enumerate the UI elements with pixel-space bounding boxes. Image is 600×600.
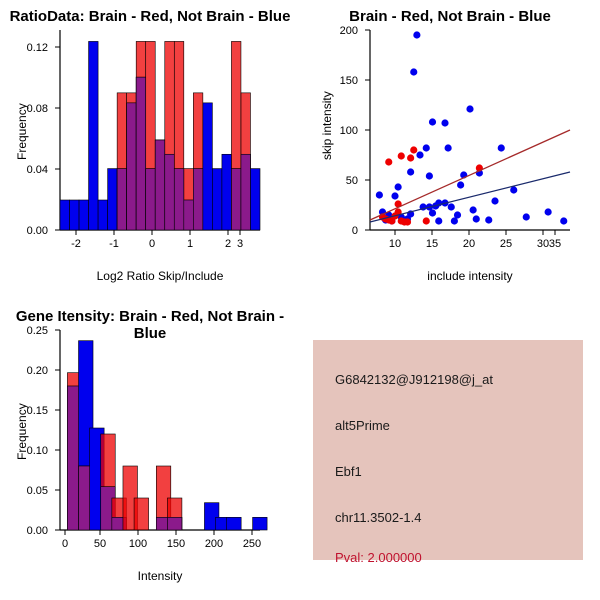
- gene-intensity-panel: Gene Itensity: Brain - Red, Not Brain - …: [0, 300, 300, 600]
- svg-text:0.05: 0.05: [27, 485, 48, 497]
- info-text-probe-id[interactable]: G6842132@J912198@j_at: [335, 372, 493, 387]
- svg-text:25: 25: [500, 238, 512, 250]
- svg-text:0.00: 0.00: [27, 225, 48, 237]
- svg-text:include intensity: include intensity: [427, 269, 512, 283]
- info-text-chr-location[interactable]: chr11.3502-1.4: [335, 510, 422, 525]
- info-text-alt5prime[interactable]: alt5Prime: [335, 418, 390, 433]
- ratio-histogram-yticks: [55, 47, 60, 230]
- ratio-histogram-panel: RatioData: Brain - Red, Not Brain - Blue…: [0, 0, 300, 300]
- svg-text:0.15: 0.15: [27, 405, 48, 417]
- info-panel: G6842132@J912198@j_at alt5Prime Ebf1 chr…: [300, 300, 600, 600]
- svg-text:100: 100: [129, 538, 147, 550]
- svg-text:30: 30: [537, 238, 549, 250]
- scatter-yticks: [365, 30, 370, 230]
- svg-text:-1: -1: [109, 238, 119, 250]
- svg-text:0: 0: [352, 225, 358, 237]
- svg-text:0.08: 0.08: [27, 103, 48, 115]
- scatter-points-blue[interactable]: [376, 31, 568, 224]
- svg-text:50: 50: [346, 175, 358, 187]
- scatter-panel: Brain - Red, Not Brain - Blue 0 50 100 1…: [300, 0, 600, 300]
- gene-intensity-svg: 0.00 0.05 0.10 0.15 0.20 0.25 0 50 100 1…: [0, 300, 300, 600]
- svg-text:0.20: 0.20: [27, 365, 48, 377]
- svg-text:1: 1: [187, 238, 193, 250]
- gene-intensity-bars: [67, 341, 267, 530]
- svg-text:0.10: 0.10: [27, 445, 48, 457]
- scatter-trendline-blue: [370, 172, 570, 222]
- scatter-svg: 0 50 100 150 200 10 15 20 25 30 35 inclu…: [300, 0, 600, 300]
- info-text-pval[interactable]: Pval: 2.000000: [335, 550, 422, 565]
- ratio-histogram-svg: 0.00 0.04 0.08 0.12 -2 -1 0 1 2 3 Log2 R…: [0, 0, 300, 300]
- svg-text:200: 200: [340, 25, 358, 37]
- svg-text:15: 15: [426, 238, 438, 250]
- info-text-gene-symbol[interactable]: Ebf1: [335, 464, 362, 479]
- svg-text:2: 2: [225, 238, 231, 250]
- ratio-histogram-bars: [60, 41, 260, 230]
- svg-text:0: 0: [149, 238, 155, 250]
- svg-text:0.25: 0.25: [27, 325, 48, 337]
- svg-text:0.12: 0.12: [27, 42, 48, 54]
- svg-text:0.04: 0.04: [27, 164, 48, 176]
- scatter-trendline-red: [370, 130, 570, 220]
- svg-text:150: 150: [167, 538, 185, 550]
- svg-text:35: 35: [549, 238, 561, 250]
- svg-text:50: 50: [94, 538, 106, 550]
- gene-intensity-xticks: [65, 530, 252, 535]
- scatter-xticks: [395, 230, 555, 235]
- svg-text:250: 250: [243, 538, 261, 550]
- ratio-histogram-xticks: [76, 230, 240, 235]
- gene-intensity-yticks: [55, 330, 60, 530]
- svg-text:3: 3: [237, 238, 243, 250]
- svg-text:200: 200: [205, 538, 223, 550]
- svg-text:0.00: 0.00: [27, 525, 48, 537]
- svg-text:150: 150: [340, 75, 358, 87]
- svg-text:10: 10: [389, 238, 401, 250]
- svg-text:Log2 Ratio Skip/Include: Log2 Ratio Skip/Include: [97, 269, 224, 283]
- svg-text:20: 20: [463, 238, 475, 250]
- svg-text:0: 0: [62, 538, 68, 550]
- svg-text:Intensity: Intensity: [138, 569, 183, 583]
- svg-text:100: 100: [340, 125, 358, 137]
- svg-text:-2: -2: [71, 238, 81, 250]
